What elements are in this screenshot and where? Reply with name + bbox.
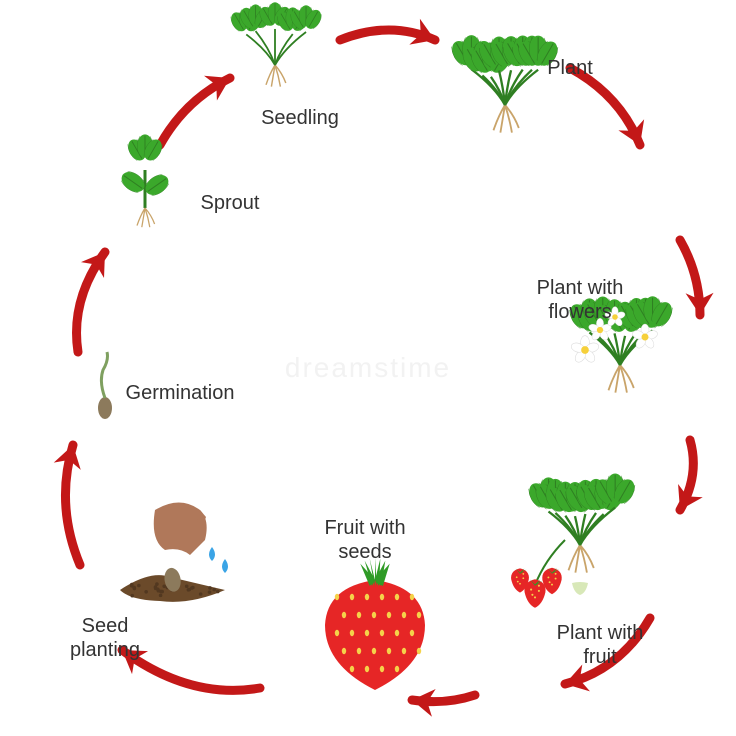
stage-seed_planting	[120, 503, 228, 602]
stage-germination	[98, 352, 112, 419]
label-plant_fruit: Plant with fruit	[540, 621, 660, 669]
stage-plant_fruit	[511, 473, 638, 607]
label-fruit_seeds: Fruit with seeds	[305, 516, 425, 564]
stage-sprout	[118, 134, 172, 227]
lifecycle-diagram: dreamstime	[0, 0, 736, 736]
label-plant_flowers: Plant with flowers	[520, 276, 640, 324]
stage-plant	[448, 35, 561, 132]
label-seedling: Seedling	[240, 106, 360, 130]
label-seed_planting: Seed planting	[45, 614, 165, 662]
stage-fruit_seeds	[325, 558, 425, 690]
label-plant: Plant	[510, 56, 630, 80]
label-germination: Germination	[120, 381, 240, 405]
stage-seedling	[228, 2, 324, 86]
label-sprout: Sprout	[170, 191, 290, 215]
